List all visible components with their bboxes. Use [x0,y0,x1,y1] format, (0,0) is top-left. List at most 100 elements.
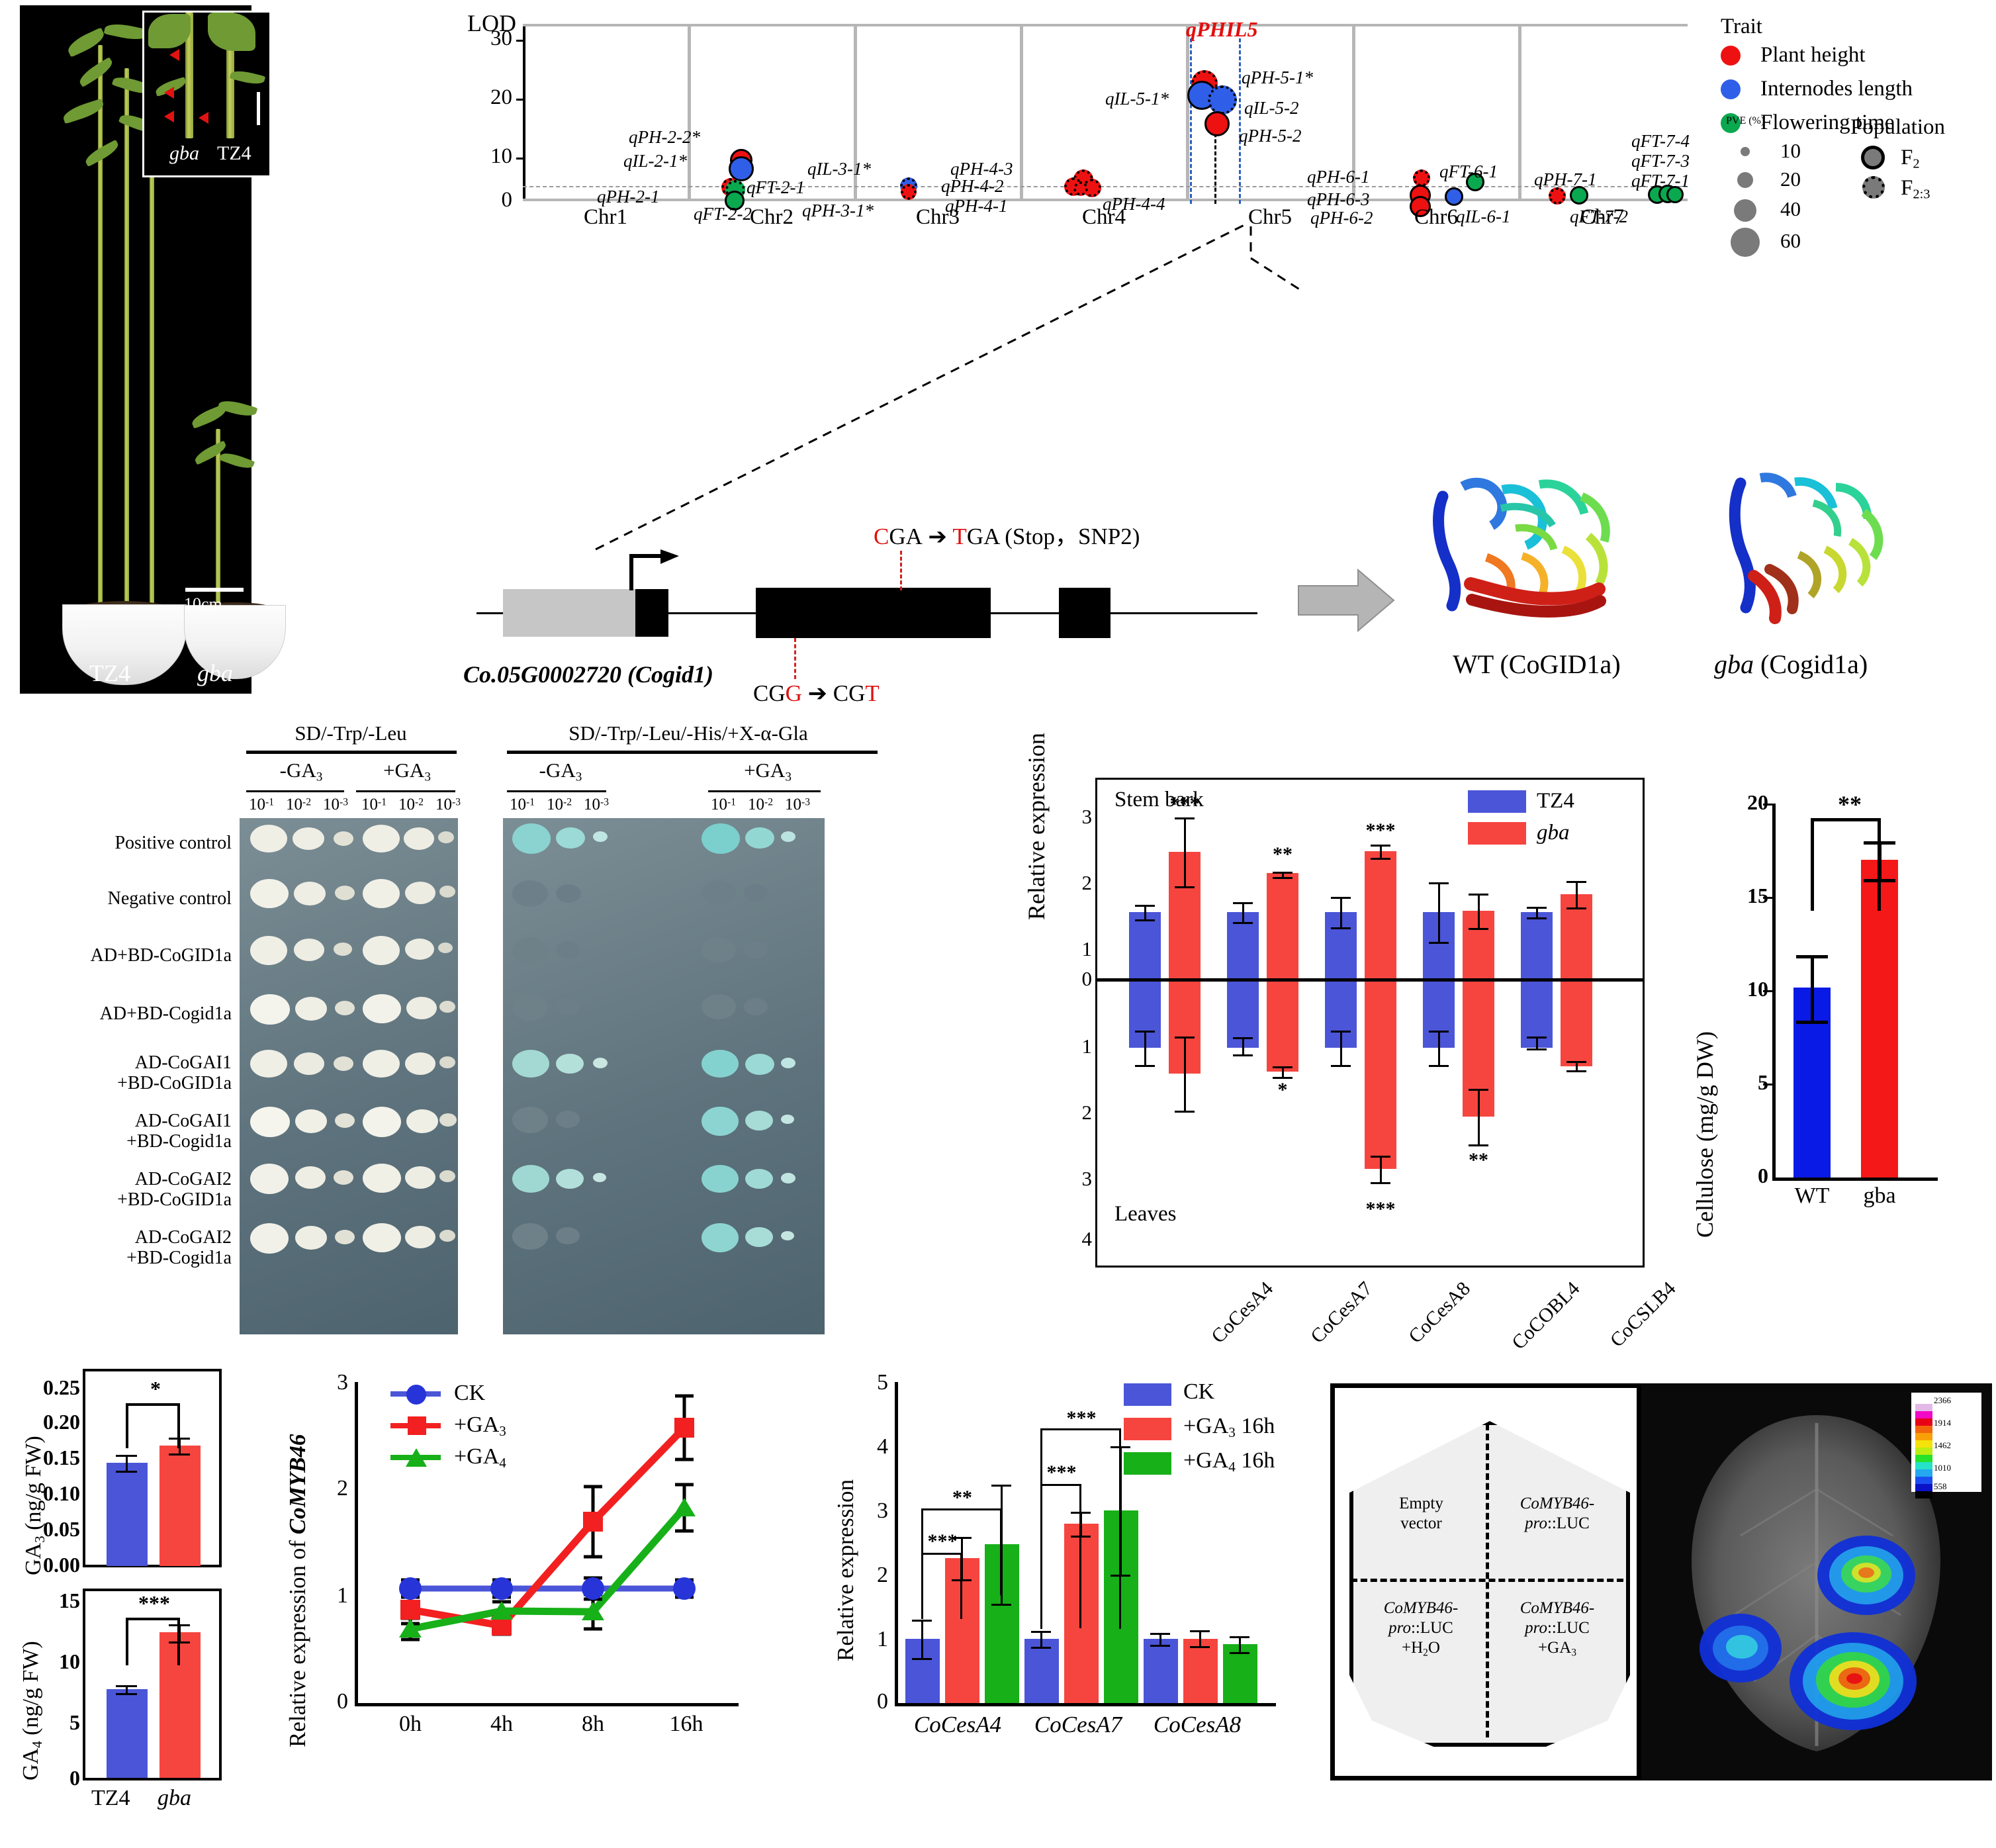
gene-model-diagram: CGA ➔ TGA (Stop，SNP2) CGG ➔ CGT Co.05G00… [463,524,1257,706]
qtl-lod-plot: LOD 30 20 10 0 qPH-2-2* qIL-2-1* qPH-2-1… [457,9,1690,229]
bark-legend-label-gba: gba [1537,821,1570,845]
plant-phenotype-photo: gba TZ4 10cm TZ4 gba [20,5,286,694]
zero-line [1097,978,1643,982]
bar-cocesa8-gba-bark[interactable] [1365,851,1396,978]
bark-y-axis-title: Relative expression [1023,733,1050,920]
qtl-point-qFT-2-2[interactable] [725,191,745,210]
qtl-point-qPH-7-1[interactable] [1549,187,1566,205]
y2h-media-label-2: SD/-Trp/-Leu/-His/+X-α-Gla [568,721,808,745]
snp2-to-base: T [952,524,967,549]
ga4-ytick-10: 10 [59,1649,80,1673]
lod-axis-title: LOD [467,10,516,36]
cesa-sig-bracket-a4-ga3 [921,1553,962,1619]
bark-catlabel-cocesa4: CoCesA4 [1207,1277,1278,1348]
inset-label-tz4: TZ4 [217,142,251,164]
protein-structure-wt [1433,477,1610,618]
ytick-0: 0 [501,188,513,212]
protein-structure-mutant [1729,473,1883,624]
cellulose-sig-mark: ** [1838,791,1862,817]
qtl-plot-area: qPH-2-2* qIL-2-1* qPH-2-1 qFT-2-1 qFT-2-… [523,17,1690,228]
sig-cocesa7-bark: ** [1273,843,1293,865]
annotation-stem-bark: Stem bark [1114,788,1204,811]
qtl-point-qIL-5-2[interactable] [1208,85,1237,115]
colorbar-label-1010: 1010 [1934,1463,1951,1473]
qtl-point-qFT-7-2[interactable] [1570,186,1588,205]
bar-cocesa4-ga3[interactable] [945,1558,979,1703]
bar-cocesa7-gba-bark[interactable] [1267,873,1298,978]
bar-cocesa7-tz4-leaf[interactable] [1227,982,1259,1048]
myb-ytick-0: 0 [337,1689,348,1714]
pve-dot-10-icon [1741,147,1750,156]
luc-assay-schematic: Empty vector CoMYB46- pro::LUC CoMYB46- pro… [1330,1383,1641,1780]
y2h-plate-selective [503,818,825,1334]
y2h-treatment-2: +GA3 [383,759,431,784]
qtl-point-qFT-6-1[interactable] [1466,173,1484,191]
qtl-point-qPH-5-2[interactable] [1204,111,1230,136]
stem-bark-leaves-expression-chart: Stem bark Leaves 3 2 1 0 1 2 3 4 TZ4 gba… [1082,778,1645,1268]
bar-ga3-gba[interactable] [159,1446,201,1566]
bar-cocslb4-tz4-bark[interactable] [1521,912,1553,978]
qtl-point-qIL-6-1[interactable] [1445,187,1463,206]
ga3-ytick-015: 0.15 [43,1446,80,1469]
cesa-sig-a4-ga4: ** [952,1487,972,1508]
bar-cocesa4-tz4-bark[interactable] [1129,912,1161,978]
bark-catlabel-cocobl4: CoCOBL4 [1508,1277,1584,1354]
ga3-content-chart: * [83,1369,222,1567]
ga4-y-axis-title: GA4 (ng/g FW) [19,1641,45,1780]
legend-label-f23: F2:3 [1901,176,1930,202]
process-arrow-icon [1298,568,1395,633]
flowering-time-dot-icon [1721,113,1741,133]
luc-quadrant-empty-vector: Empty vector [1399,1495,1443,1532]
y2h-plate-sd-trp-leu [240,818,458,1334]
bar-ga4-gba[interactable] [159,1632,201,1778]
bar-cocesa8-gba-leaf[interactable] [1365,982,1396,1169]
zoom-connector-lines [595,224,1303,551]
ga-xlabel-gba: gba [158,1786,191,1810]
y2h-row-label-negative-control: Negative control [107,888,232,909]
myb-legend-marker-ga4-icon [406,1448,427,1467]
qtl-label-qIL-5-2: qIL-5-2 [1244,98,1299,118]
sig-cocesa7-leaf: * [1277,1079,1288,1101]
qtl-label-qPH-7-1: qPH-7-1 [1534,169,1597,189]
bar-cocesa7-ck[interactable] [1024,1639,1059,1703]
qtl-label-qFT-7-3: qFT-7-3 [1631,151,1690,171]
qtl-point-qPH-4-4[interactable] [1073,181,1088,196]
qtl-label-qFT-6-1: qFT-6-1 [1439,162,1498,181]
myb-legend-marker-ga3-icon [408,1416,426,1435]
bar-cocesa8-ga3[interactable] [1183,1639,1218,1703]
bar-ga4-tz4[interactable] [107,1689,148,1778]
ga3-ytick-005: 0.05 [43,1517,80,1541]
cesa-sig-a7-ga3: *** [1046,1461,1077,1483]
snp1-annotation: CGG ➔ CGT [753,680,880,706]
chr-label-5: Chr5 [1248,205,1292,229]
qtl-point-qPH-3-1[interactable] [901,184,917,200]
colorbar-label-1914: 1914 [1934,1418,1951,1428]
myb-xlabel-16h: 16h [669,1712,703,1736]
qtl-point-qFT-7-1[interactable] [1666,186,1684,203]
photo-label-gba: gba [197,660,233,686]
cesa-ytick-3: 3 [877,1499,888,1523]
bar-ga3-tz4[interactable] [107,1463,148,1566]
qtl-point-qIL-2-1[interactable] [729,156,754,181]
qtl-label-qPH-6-1: qPH-6-1 [1307,167,1370,187]
ga3-sig-mark: * [150,1377,161,1401]
bark-catlabel-cocesa7: CoCesA7 [1306,1277,1377,1348]
pve-dot-20-icon [1737,172,1753,188]
gene-exon-2 [756,588,991,638]
bar-cellulose-gba[interactable] [1861,860,1898,1178]
internode-closeup-inset: gba TZ4 [142,11,271,177]
bar-cocslb4-gba-leaf[interactable] [1561,982,1592,1066]
bar-cocesa8-ck[interactable] [1144,1639,1178,1703]
ga4-sig-mark: *** [138,1591,170,1615]
bar-cocesa7-ga3[interactable] [1064,1524,1099,1703]
qtl-legend: Trait Plant height Internodes length Flo… [1721,15,1985,257]
snp1-from-base: G [785,680,802,706]
y2h-row-label-cogai1-cogid1a: AD-CoGAI1 +BD-CoGID1a [117,1052,232,1094]
y2h-row-label-cogai2-cogid1a-mut: AD-CoGAI2 +BD-Cogid1a [126,1227,232,1269]
bar-cocesa7-gba-leaf[interactable] [1267,982,1298,1072]
qtl-point-qPH-6-2[interactable] [1410,196,1431,217]
qtl-point-qPH-6-1[interactable] [1413,169,1430,187]
chr-label-1: Chr1 [584,205,627,229]
myb-xlabel-8h: 8h [582,1712,604,1736]
bark-ytick-n2: 2 [1081,1101,1093,1124]
